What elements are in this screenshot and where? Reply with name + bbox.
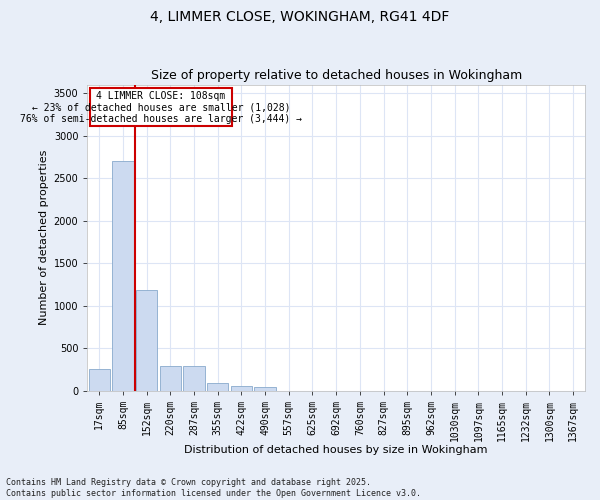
Bar bbox=[254, 387, 276, 390]
FancyBboxPatch shape bbox=[90, 88, 232, 126]
Bar bbox=[112, 161, 134, 390]
Text: 4, LIMMER CLOSE, WOKINGHAM, RG41 4DF: 4, LIMMER CLOSE, WOKINGHAM, RG41 4DF bbox=[151, 10, 449, 24]
Bar bbox=[136, 290, 157, 390]
Title: Size of property relative to detached houses in Wokingham: Size of property relative to detached ho… bbox=[151, 69, 522, 82]
Y-axis label: Number of detached properties: Number of detached properties bbox=[40, 150, 49, 326]
Bar bbox=[184, 366, 205, 390]
Bar bbox=[160, 366, 181, 390]
X-axis label: Distribution of detached houses by size in Wokingham: Distribution of detached houses by size … bbox=[184, 445, 488, 455]
Bar bbox=[231, 386, 252, 390]
Text: Contains HM Land Registry data © Crown copyright and database right 2025.
Contai: Contains HM Land Registry data © Crown c… bbox=[6, 478, 421, 498]
Bar bbox=[89, 369, 110, 390]
Bar bbox=[207, 383, 229, 390]
Text: 4 LIMMER CLOSE: 108sqm
← 23% of detached houses are smaller (1,028)
76% of semi-: 4 LIMMER CLOSE: 108sqm ← 23% of detached… bbox=[20, 90, 302, 124]
